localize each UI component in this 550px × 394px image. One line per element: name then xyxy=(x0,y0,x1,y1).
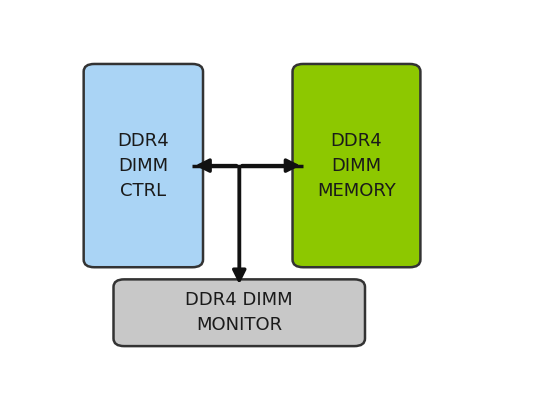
FancyBboxPatch shape xyxy=(84,64,203,267)
FancyBboxPatch shape xyxy=(113,279,365,346)
Text: DDR4
DIMM
CTRL: DDR4 DIMM CTRL xyxy=(118,132,169,200)
FancyBboxPatch shape xyxy=(293,64,420,267)
Text: DDR4 DIMM
MONITOR: DDR4 DIMM MONITOR xyxy=(185,291,293,334)
Text: DDR4
DIMM
MEMORY: DDR4 DIMM MEMORY xyxy=(317,132,396,200)
